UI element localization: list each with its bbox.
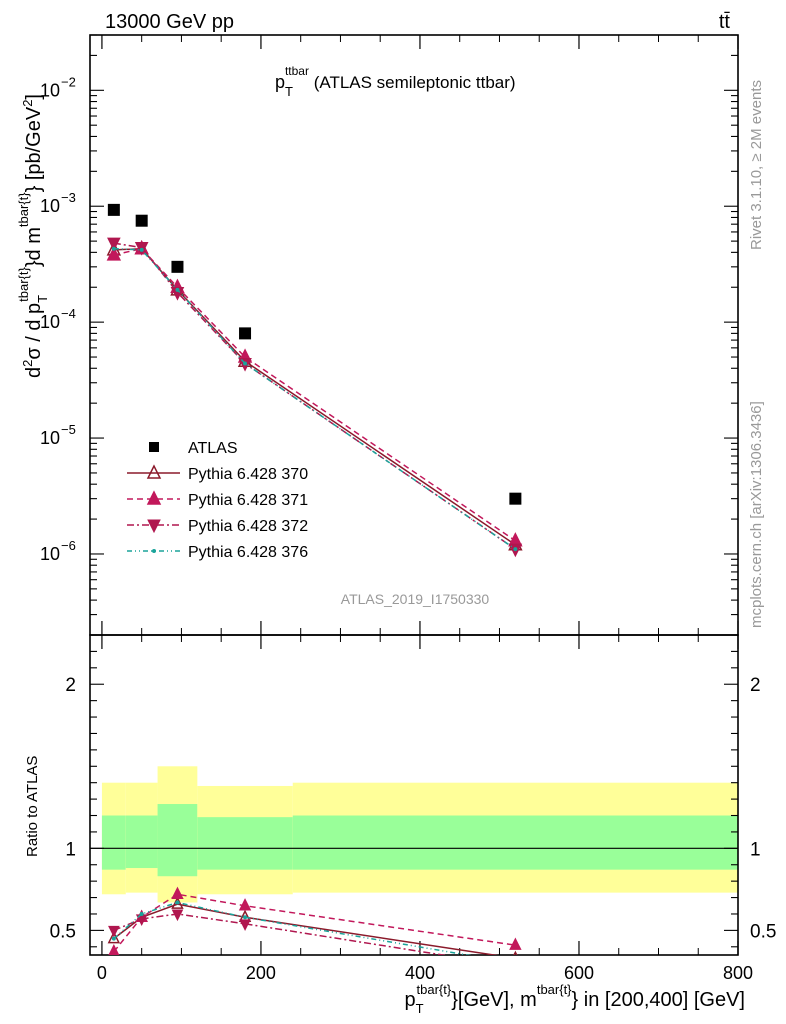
- ratio-point-py370: [107, 930, 121, 944]
- ratio-band-inner: [157, 804, 198, 877]
- x-tick-label: 800: [723, 963, 753, 983]
- x-tick-label: 200: [246, 963, 276, 983]
- ratio-point-py371: [238, 898, 252, 911]
- ratio-line-py372: [113, 913, 448, 955]
- process-label: tt̄: [719, 11, 731, 33]
- y-tick-label-exponent: −4: [61, 306, 76, 321]
- y-tick-label: 10: [40, 196, 60, 216]
- ratio-y-axis-title: Ratio to ATLAS: [24, 756, 41, 857]
- ratio-point-py371: [171, 886, 184, 900]
- x-axis-ticks: 0 200 400 600 800: [97, 35, 753, 983]
- ratio-point-py376: [139, 911, 144, 916]
- mc-point-py376: [139, 247, 144, 252]
- x-tick-label: 400: [405, 963, 435, 983]
- legend-label: Pythia 6.428 376: [188, 544, 308, 561]
- legend-label: Pythia 6.428 370: [188, 466, 308, 483]
- legend-label: Pythia 6.428 372: [188, 518, 308, 535]
- ratio-point-py372: [510, 962, 520, 972]
- mc-point-py376: [111, 246, 116, 251]
- y-tick-label-exponent: −2: [61, 74, 76, 89]
- ratio-band-inner: [292, 815, 738, 870]
- y-tick-label: 10: [40, 80, 60, 100]
- legend-marker-py370: [146, 464, 162, 479]
- main-y-axis-title: d2σ / d pTtbar{t}}d mtbar{t}} [pb/GeV2]: [16, 94, 50, 378]
- ratio-point-py371: [509, 937, 522, 950]
- mc-point-py371: [106, 246, 122, 261]
- ratio-band-inner: [125, 815, 158, 869]
- rivet-label: Rivet 3.1.10, ≥ 2M events: [748, 80, 765, 250]
- legend-label: ATLAS: [188, 440, 238, 457]
- ratio-point-py376: [243, 915, 248, 920]
- ratio-tick-label-left: 0.5: [50, 921, 76, 942]
- x-tick-label: 600: [564, 963, 594, 983]
- ratio-line-py376: [113, 901, 472, 955]
- plot-title: pTttbar (ATLAS semileptonic ttbar): [275, 64, 516, 99]
- ratio-series: [107, 886, 522, 972]
- legend-label: Pythia 6.428 371: [188, 492, 308, 509]
- y-tick-label-exponent: −5: [61, 422, 76, 437]
- main-series: [106, 237, 523, 558]
- mcplots-label: mcplots.cern.ch [arXiv:1306.3436]: [748, 401, 765, 628]
- legend-marker-py371: [146, 490, 162, 505]
- mc-point-py376: [513, 547, 518, 552]
- mc-point-py372: [170, 287, 185, 301]
- ratio-point-py372: [108, 925, 120, 938]
- atlas-data-point: [135, 214, 148, 227]
- ratio-band-inner: [101, 815, 126, 870]
- ratio-tick-label-left: 2: [65, 675, 76, 696]
- ratio-point-py371: [108, 944, 120, 955]
- ratio-band-inner: [197, 817, 293, 870]
- energy-label: 13000 GeV pp: [105, 11, 234, 33]
- y-tick-label: 10: [40, 312, 60, 332]
- ratio-point-py376: [111, 936, 116, 941]
- x-tick-label: 0: [97, 963, 107, 983]
- y-tick-label-exponent: −3: [61, 190, 76, 205]
- ratio-point-py376: [513, 961, 517, 965]
- legend-marker-data: [149, 442, 159, 452]
- legend-marker-py376: [152, 549, 156, 553]
- ratio-point-py376: [175, 900, 180, 905]
- atlas-data-point: [107, 203, 120, 216]
- atlas-data-point: [171, 260, 184, 273]
- ratio-plot-frame: [89, 634, 739, 956]
- y-tick-label: 10: [40, 428, 60, 448]
- ratio-y-axis-ticks: 0.5 0.5 1 1 2 2: [50, 650, 776, 948]
- ratio-tick-label-right: 2: [750, 675, 761, 696]
- y-tick-label-exponent: −6: [61, 538, 76, 553]
- analysis-label: ATLAS_2019_I1750330: [341, 591, 490, 607]
- mc-point-py376: [243, 361, 248, 366]
- atlas-data-point: [509, 492, 522, 505]
- y-tick-label: 10: [40, 544, 60, 564]
- data-points: [107, 203, 522, 505]
- ratio-point-py372: [171, 909, 184, 922]
- ratio-line-py371: [113, 893, 516, 953]
- legend-marker-py372: [147, 519, 161, 534]
- ratio-point-py372: [239, 919, 251, 931]
- legend: ATLAS Pythia 6.428 370 Pythia 6.428 371 Pyt…: [127, 440, 308, 561]
- ratio-point-py370: [513, 950, 518, 955]
- ratio-bands: [101, 766, 738, 903]
- atlas-data-point: [239, 327, 252, 340]
- ratio-tick-label-right: 1: [750, 839, 761, 860]
- main-y-axis-ticks: 10−610−510−410−310−2: [40, 34, 738, 636]
- ratio-tick-label-right: 0.5: [750, 921, 776, 942]
- mc-point-py376: [175, 287, 180, 292]
- x-axis-title: pTtbar{t}}[GeV], mtbar{t}} in [200,400] …: [404, 982, 745, 1016]
- ratio-tick-label-left: 1: [65, 839, 76, 860]
- mc-point-py372: [107, 237, 121, 252]
